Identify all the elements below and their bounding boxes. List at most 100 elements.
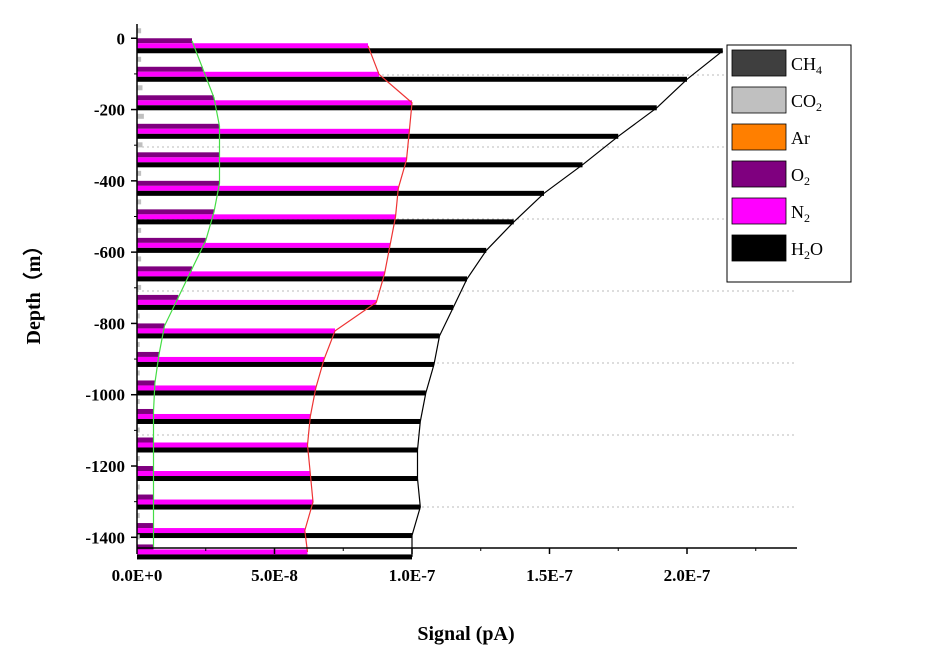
bar-n2-11 <box>137 356 324 362</box>
x-tick-label: 0.0E+0 <box>112 566 163 585</box>
bar-n2-3 <box>137 128 410 134</box>
bar-o2-9 <box>137 294 179 300</box>
bar-co2-4 <box>137 142 143 148</box>
bar-o2-16 <box>137 494 154 500</box>
y-tick-label: -800 <box>94 314 125 333</box>
y-tick-label: -1000 <box>85 386 125 405</box>
y-tick-label: -400 <box>94 172 125 191</box>
bar-h2o-10 <box>137 333 440 339</box>
bar-o2-6 <box>137 209 214 215</box>
trend-line-o2 <box>152 40 221 547</box>
bar-h2o-13 <box>137 418 421 424</box>
legend-swatch-ar <box>731 123 787 151</box>
bar-o2-5 <box>137 180 220 186</box>
bar-o2-17 <box>137 523 154 529</box>
bar-o2-12 <box>137 380 155 386</box>
trend-line-n2 <box>304 45 413 552</box>
bar-co2-9 <box>137 284 142 290</box>
bar-co2-13 <box>137 398 140 404</box>
bar-co2-15 <box>137 456 140 462</box>
bar-co2-5 <box>137 170 142 176</box>
y-axis-title: Depth（m） <box>22 236 45 345</box>
bar-n2-13 <box>137 413 311 419</box>
bar-h2o-18 <box>137 554 412 560</box>
x-tick-label: 1.0E-7 <box>389 566 436 585</box>
bar-h2o-14 <box>137 447 418 453</box>
bar-n2-15 <box>137 471 311 477</box>
bar-n2-16 <box>137 499 313 505</box>
bar-o2-10 <box>137 323 165 329</box>
bars <box>137 28 723 560</box>
bar-h2o-2 <box>137 105 657 111</box>
legend-label-ch4: CH4 <box>791 54 822 77</box>
bar-o2-1 <box>137 66 203 72</box>
bar-o2-18 <box>137 544 154 550</box>
bar-co2-6 <box>137 199 142 205</box>
legend-label-o2: O2 <box>791 165 810 188</box>
bar-h2o-9 <box>137 304 454 310</box>
bar-n2-7 <box>137 242 390 248</box>
bar-n2-2 <box>137 100 412 106</box>
bar-h2o-12 <box>137 390 426 396</box>
bar-n2-10 <box>137 328 335 334</box>
bar-n2-5 <box>137 185 399 191</box>
bar-co2-16 <box>137 484 140 490</box>
y-tick-label: -200 <box>94 101 125 120</box>
bar-co2-1 <box>137 56 142 62</box>
legend-label-ar: Ar <box>791 128 810 148</box>
bar-h2o-11 <box>137 361 434 367</box>
bar-o2-4 <box>137 152 220 158</box>
legend-label-n2: N2 <box>791 202 810 225</box>
bar-co2-18 <box>137 534 140 540</box>
bar-h2o-7 <box>137 247 487 253</box>
bar-h2o-4 <box>137 162 583 168</box>
bar-o2-11 <box>137 351 159 357</box>
bar-n2-12 <box>137 385 316 391</box>
bar-o2-2 <box>137 95 214 101</box>
bar-h2o-17 <box>137 533 412 539</box>
trend-line-h2o <box>411 50 724 557</box>
trend-lines <box>152 40 724 557</box>
y-tick-label: -1400 <box>85 528 125 547</box>
x-tick-label: 1.5E-7 <box>526 566 573 585</box>
bar-o2-13 <box>137 408 154 414</box>
bar-co2-17 <box>137 513 140 519</box>
bar-o2-15 <box>137 466 154 472</box>
bar-h2o-0 <box>137 48 723 54</box>
bar-n2-0 <box>137 43 368 49</box>
legend-label-h2o: H2O <box>791 239 823 262</box>
bar-n2-9 <box>137 299 377 305</box>
bar-n2-17 <box>137 528 305 534</box>
bar-n2-6 <box>137 214 396 220</box>
bar-n2-18 <box>137 549 308 555</box>
bar-o2-8 <box>137 266 192 272</box>
bar-h2o-16 <box>137 504 421 510</box>
bar-co2-11 <box>137 341 140 347</box>
axes: 0 -200 -400 -600 -800 -1000 -1200 -1400 0.0E+0 5.… <box>22 24 797 645</box>
bar-h2o-5 <box>137 190 544 196</box>
bar-n2-14 <box>137 442 308 448</box>
bar-h2o-3 <box>137 133 619 139</box>
legend-swatch-n2 <box>731 197 787 225</box>
legend-swatch-ch4 <box>731 49 787 77</box>
y-tick-label: 0 <box>117 29 126 48</box>
grid-lines <box>137 74 797 508</box>
bar-co2-8 <box>137 256 142 262</box>
bar-co2-14 <box>137 427 140 433</box>
bar-h2o-8 <box>137 276 467 282</box>
bar-o2-3 <box>137 123 220 129</box>
y-tick-label: -1200 <box>85 457 125 476</box>
legend-swatch-o2 <box>731 160 787 188</box>
bar-h2o-1 <box>137 76 687 82</box>
bar-o2-14 <box>137 437 154 443</box>
legend-swatch-co2 <box>731 86 787 114</box>
x-axis-title: Signal (pA) <box>417 623 514 645</box>
bar-h2o-6 <box>137 219 514 225</box>
bar-co2-2 <box>137 85 143 91</box>
x-tick-label: 2.0E-7 <box>664 566 711 585</box>
y-tick-label: -600 <box>94 243 125 262</box>
legend-label-co2: CO2 <box>791 91 822 114</box>
bar-n2-8 <box>137 271 385 277</box>
bar-n2-4 <box>137 157 407 163</box>
